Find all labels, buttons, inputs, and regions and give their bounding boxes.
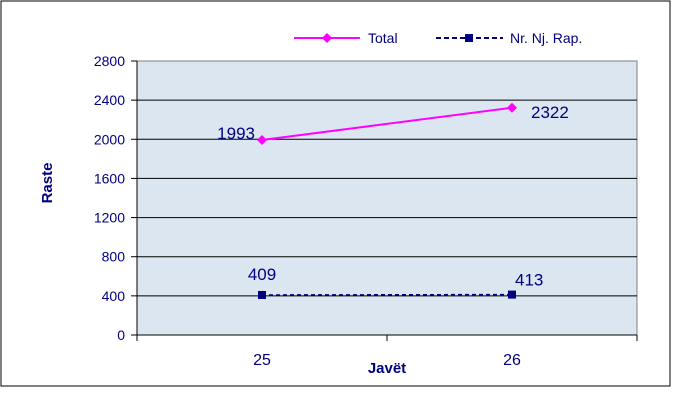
data-label-nr-nj-rap-25: 409 xyxy=(248,265,276,284)
y-axis-title: Raste xyxy=(39,163,56,204)
legend-label-total: Total xyxy=(368,30,398,46)
point-nr-nj-rap-25 xyxy=(258,291,266,299)
x-tick-label-25: 25 xyxy=(253,352,271,369)
data-label-total-26: 2322 xyxy=(531,103,569,122)
y-tick-label-2800: 2800 xyxy=(94,53,125,69)
data-label-nr-nj-rap-26: 413 xyxy=(515,271,543,290)
y-tick-label-400: 400 xyxy=(102,288,126,304)
legend-marker-nr-nj-rap xyxy=(465,34,473,42)
y-tick-label-800: 800 xyxy=(102,249,126,265)
y-tick-label-2000: 2000 xyxy=(94,131,125,147)
y-tick-label-0: 0 xyxy=(117,327,125,343)
x-tick-label-26: 26 xyxy=(503,352,521,369)
x-axis-title: Javët xyxy=(368,360,406,377)
y-tick-label-2400: 2400 xyxy=(94,92,125,108)
legend-label-nr-nj-rap: Nr. Nj. Rap. xyxy=(510,30,582,46)
data-label-total-25: 1993 xyxy=(217,124,255,143)
y-tick-label-1200: 1200 xyxy=(94,210,125,226)
y-tick-label-1600: 1600 xyxy=(94,170,125,186)
point-nr-nj-rap-26 xyxy=(508,291,516,299)
